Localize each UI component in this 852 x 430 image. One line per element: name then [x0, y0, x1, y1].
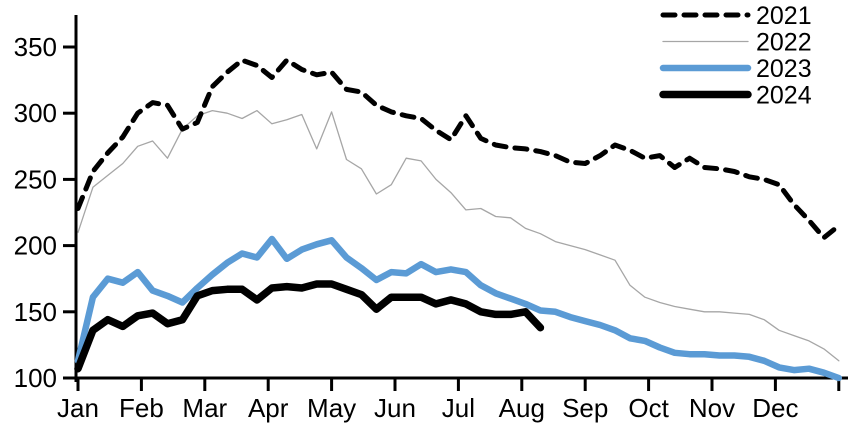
- legend-label-2022: 2022: [756, 29, 812, 57]
- series-line-2024: [74, 280, 545, 373]
- y-tick-label: 150: [14, 297, 57, 327]
- legend-label-2024: 2024: [756, 82, 812, 110]
- x-tick-label: Jan: [57, 393, 99, 423]
- x-tick-label: Sep: [562, 393, 608, 423]
- x-tick-label: Jun: [374, 393, 416, 423]
- x-tick-label: Jul: [442, 393, 475, 423]
- x-tick-label: May: [307, 393, 356, 423]
- y-tick-label: 300: [14, 98, 57, 128]
- legend-label-2021: 2021: [756, 2, 812, 30]
- y-tick-label: 350: [14, 32, 57, 62]
- x-tick-label: Dec: [752, 393, 798, 423]
- x-tick-label: Aug: [499, 393, 545, 423]
- x-tick-label: Mar: [182, 393, 227, 423]
- x-tick-label: Feb: [119, 393, 164, 423]
- x-tick-label: Nov: [689, 393, 735, 423]
- y-tick-label: 250: [14, 164, 57, 194]
- legend-label-2023: 2023: [756, 55, 812, 83]
- series-line-2023: [74, 235, 843, 382]
- y-tick-label: 200: [14, 231, 57, 261]
- x-tick-label: Oct: [628, 393, 669, 423]
- x-tick-label: Apr: [248, 393, 289, 423]
- series-line-2021: [75, 57, 842, 241]
- y-tick-label: 100: [14, 363, 57, 393]
- series-line-2022: [77, 109, 840, 362]
